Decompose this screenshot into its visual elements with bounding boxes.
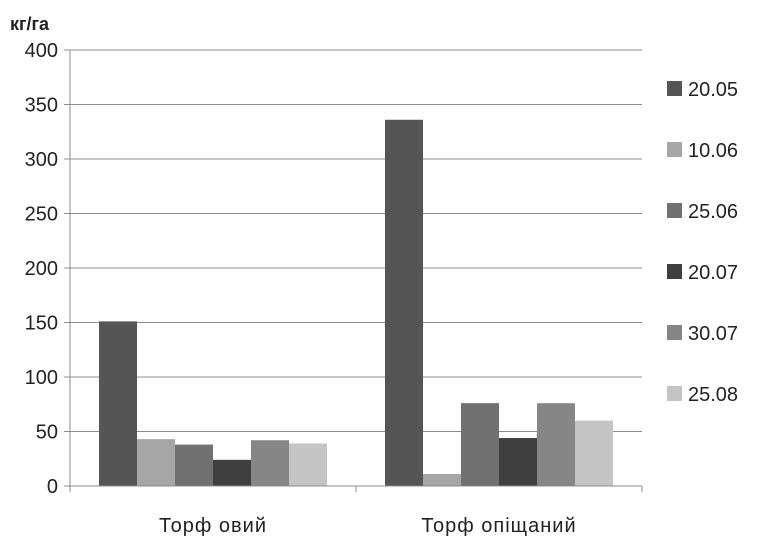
y-axis-label: кг/га [10, 14, 50, 34]
y-tick-label: 200 [25, 258, 58, 280]
bar-20-07 [499, 438, 537, 486]
y-tick-label: 300 [25, 149, 58, 171]
axes [64, 49, 643, 492]
y-tick-label: 350 [25, 95, 58, 117]
bar-25-08 [289, 443, 327, 486]
legend-swatch [667, 264, 682, 279]
bar-20-07 [213, 459, 251, 486]
y-tick-label: 400 [25, 40, 58, 62]
x-category-labels: Торф овий Торф опіщаний [159, 515, 576, 537]
legend-label: 25.08 [688, 384, 738, 406]
legend-swatch [667, 142, 682, 157]
bar-20-05 [99, 321, 137, 486]
bar-10-06 [137, 439, 175, 486]
bar-30-07 [251, 440, 289, 486]
x-category-label: Торф овий [159, 515, 267, 537]
legend-swatch [667, 386, 682, 401]
y-tick-labels: 0 50 100 150 200 250 300 350 400 [25, 40, 58, 498]
bar-25-08 [575, 420, 613, 486]
legend: 20.05 10.06 25.06 20.07 30.07 25.08 [667, 79, 738, 406]
x-category-label: Торф опіщаний [421, 515, 576, 537]
y-tick-label: 100 [25, 367, 58, 389]
bar-25-06 [175, 444, 213, 486]
bar-10-06 [423, 474, 461, 486]
bar-30-07 [537, 403, 575, 486]
legend-label: 10.06 [688, 140, 738, 162]
bar-25-06 [461, 403, 499, 486]
bar-20-05 [385, 119, 423, 486]
legend-swatch [667, 81, 682, 96]
y-tick-label: 250 [25, 204, 58, 226]
y-tick-label: 50 [36, 422, 58, 444]
bars [99, 119, 613, 486]
legend-label: 20.07 [688, 262, 738, 284]
legend-swatch [667, 203, 682, 218]
legend-label: 25.06 [688, 201, 738, 223]
y-tick-label: 150 [25, 313, 58, 335]
legend-label: 30.07 [688, 323, 738, 345]
legend-swatch [667, 325, 682, 340]
legend-label: 20.05 [688, 79, 738, 101]
gridlines [70, 49, 642, 432]
y-tick-label: 0 [47, 476, 58, 498]
